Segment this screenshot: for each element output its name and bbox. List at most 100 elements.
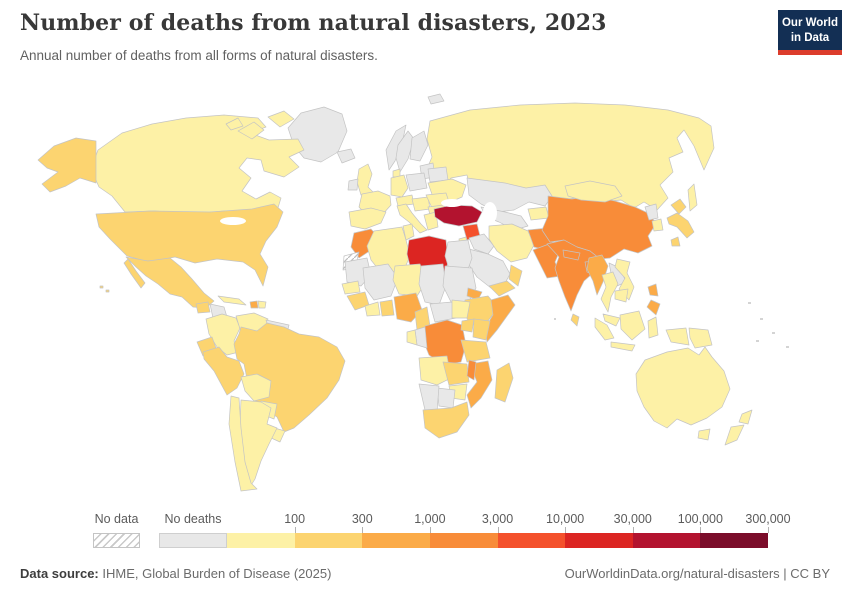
country-north-korea[interactable] xyxy=(644,203,659,221)
country-botswana[interactable] xyxy=(436,387,456,409)
legend-segment-8[interactable] xyxy=(700,533,768,548)
country-chad[interactable] xyxy=(418,263,447,306)
country-kenya[interactable] xyxy=(472,318,491,341)
country-indonesia[interactable] xyxy=(594,310,690,352)
country-peru[interactable] xyxy=(202,346,245,396)
legend-tick-label: 100,000 xyxy=(677,512,723,526)
country-new-zealand[interactable] xyxy=(724,409,753,446)
legend-tick-mark xyxy=(700,527,702,533)
country-spain[interactable] xyxy=(348,207,387,230)
legend-segment-3[interactable] xyxy=(362,533,430,548)
legend-segment-6[interactable] xyxy=(565,533,633,548)
country-finland[interactable] xyxy=(409,130,429,162)
country-gabon[interactable] xyxy=(406,329,418,346)
country-malawi[interactable] xyxy=(466,359,477,381)
data-source-text: IHME, Global Burden of Disease (2025) xyxy=(98,566,332,581)
country-vietnam[interactable] xyxy=(614,258,635,301)
country-mongolia[interactable] xyxy=(564,180,623,203)
country-nepal[interactable] xyxy=(562,249,581,261)
country-ireland[interactable] xyxy=(347,178,359,191)
country-tanzania[interactable] xyxy=(460,339,491,363)
country-ghana[interactable] xyxy=(379,299,395,317)
country-haiti[interactable] xyxy=(249,300,259,309)
legend-tick-mark xyxy=(429,527,431,533)
country-guatemala[interactable] xyxy=(195,301,211,314)
country-cuba[interactable] xyxy=(217,295,247,306)
owid-logo[interactable]: Our World in Data xyxy=(778,10,842,56)
country-cambodia[interactable] xyxy=(614,288,629,303)
legend-tick-label: 100 xyxy=(284,512,306,526)
country-mozambique[interactable] xyxy=(466,360,493,409)
country-dominican-republic[interactable] xyxy=(257,300,267,309)
country-canada[interactable] xyxy=(90,114,305,215)
country-kyrgyzstan[interactable] xyxy=(527,206,550,221)
legend-segment-0[interactable] xyxy=(159,533,227,548)
country-svalbard[interactable] xyxy=(427,93,445,105)
country-united-states-alaska[interactable] xyxy=(37,137,97,193)
country-tunisia[interactable] xyxy=(402,223,415,241)
country-philippines[interactable] xyxy=(646,283,661,316)
country-oman[interactable] xyxy=(508,264,523,287)
page-subtitle: Annual number of deaths from all forms o… xyxy=(20,48,378,63)
legend-tick-mark xyxy=(768,527,769,533)
country-south-africa[interactable] xyxy=(422,401,470,439)
country-germany[interactable] xyxy=(390,174,409,198)
great-lakes xyxy=(220,217,246,225)
country-zambia[interactable] xyxy=(442,361,470,386)
country-russia-sakhalin[interactable] xyxy=(687,183,698,212)
attribution-link[interactable]: OurWorldinData.org/natural-disasters | C… xyxy=(564,566,830,581)
country-united-states-hawaii[interactable] xyxy=(99,285,110,293)
country-canada-arctic-islands[interactable] xyxy=(225,110,295,140)
owid-logo-accent-bar xyxy=(778,50,842,56)
data-source: Data source: IHME, Global Burden of Dise… xyxy=(20,566,331,581)
country-poland[interactable] xyxy=(405,172,428,192)
legend-tick-label: 30,000 xyxy=(613,512,652,526)
country-yemen[interactable] xyxy=(488,280,516,297)
legend-segment-5[interactable] xyxy=(497,533,566,548)
country-australia-tasmania[interactable] xyxy=(697,428,711,441)
country-madagascar[interactable] xyxy=(494,362,514,403)
country-balkans[interactable] xyxy=(411,196,431,212)
country-namibia[interactable] xyxy=(418,383,440,413)
legend-segment-7[interactable] xyxy=(632,533,701,548)
country-south-sudan[interactable] xyxy=(451,299,471,319)
country-bolivia[interactable] xyxy=(240,373,272,402)
country-ivory-coast[interactable] xyxy=(364,301,381,317)
country-thailand[interactable] xyxy=(600,271,619,313)
country-chile[interactable] xyxy=(228,395,258,492)
country-united-states[interactable] xyxy=(95,203,284,287)
country-denmark[interactable] xyxy=(392,168,401,178)
country-iceland[interactable] xyxy=(336,148,356,164)
legend-tick-label: 300 xyxy=(351,512,373,526)
legend-bar: No deaths 100 300 1,000 3,000 10,000 30,000 10… xyxy=(159,512,791,552)
country-sweden[interactable] xyxy=(395,130,415,173)
legend-segment-2[interactable] xyxy=(294,533,363,548)
country-uganda[interactable] xyxy=(460,318,475,333)
country-south-korea[interactable] xyxy=(651,218,664,232)
country-japan[interactable] xyxy=(666,198,695,247)
country-papua-new-guinea[interactable] xyxy=(688,327,713,349)
country-iraq[interactable] xyxy=(468,233,495,255)
legend-segment-4[interactable] xyxy=(429,533,498,548)
legend-tick-mark xyxy=(362,527,364,533)
country-australia[interactable] xyxy=(635,346,731,429)
country-myanmar[interactable] xyxy=(586,254,609,296)
country-belarus[interactable] xyxy=(427,166,449,183)
country-turkey[interactable] xyxy=(433,204,483,227)
country-mexico[interactable] xyxy=(123,256,215,309)
country-greece[interactable] xyxy=(423,211,439,231)
legend-tick-label: 3,000 xyxy=(481,512,514,526)
caspian-sea xyxy=(483,202,497,224)
country-somalia[interactable] xyxy=(484,294,516,343)
legend-segment-1[interactable] xyxy=(227,533,295,548)
country-iran[interactable] xyxy=(488,223,535,263)
legend-tick-label: 1,000 xyxy=(414,512,446,526)
country-sri-lanka[interactable] xyxy=(570,313,580,327)
legend-bar-segments xyxy=(159,533,768,548)
country-senegal[interactable] xyxy=(341,280,361,295)
legend-tick-mark xyxy=(497,527,499,533)
no-data-swatch[interactable] xyxy=(93,533,140,548)
country-mali[interactable] xyxy=(362,263,399,301)
country-italy[interactable] xyxy=(396,203,428,234)
country-united-kingdom[interactable] xyxy=(356,163,375,196)
